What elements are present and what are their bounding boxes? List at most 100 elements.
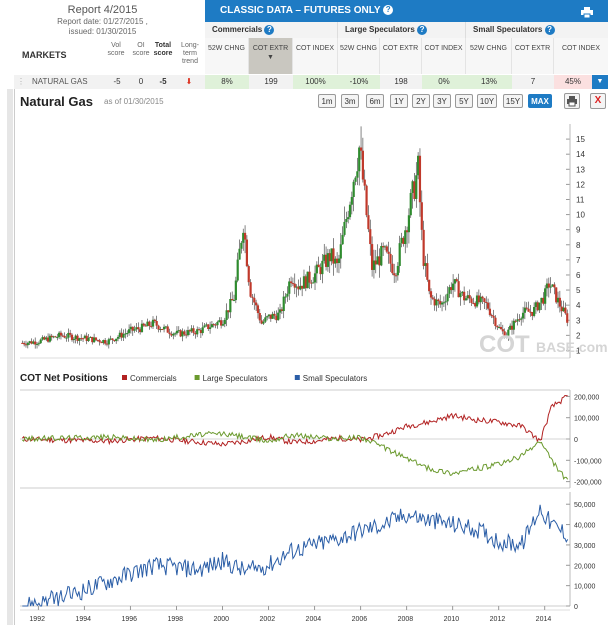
candle-body xyxy=(81,338,85,340)
cot-tick-label: 0 xyxy=(574,604,578,611)
cell-value: 7 xyxy=(530,77,536,86)
candle-body xyxy=(85,335,88,342)
range-max-button[interactable]: MAX xyxy=(528,94,552,108)
candle-body xyxy=(32,341,35,344)
candle-body xyxy=(536,302,539,311)
range-2y-button[interactable]: 2Y xyxy=(412,94,430,108)
price-tick-label: 14 xyxy=(576,150,585,159)
x-tick-label: 2004 xyxy=(306,616,322,623)
candle-body xyxy=(369,229,372,245)
candle-body xyxy=(203,325,206,328)
candle-body xyxy=(466,295,469,299)
candle-body xyxy=(558,297,561,307)
close-chart-icon[interactable]: X xyxy=(590,93,606,109)
candle-body xyxy=(83,335,86,339)
row-handle-icon[interactable]: ⋮ xyxy=(17,77,25,86)
candle-body xyxy=(280,309,283,312)
candle-body xyxy=(444,301,447,303)
candle-body xyxy=(289,281,293,284)
candle-body xyxy=(376,256,379,265)
col-cot-index[interactable]: COT INDEX xyxy=(554,38,608,74)
price-tick-label: 11 xyxy=(576,195,585,204)
candle-body xyxy=(428,279,431,292)
candle-body xyxy=(523,307,526,313)
candle-body xyxy=(553,284,556,288)
candle-body xyxy=(216,321,219,326)
col-cot-index[interactable]: COT INDEX xyxy=(293,38,338,74)
candle-body xyxy=(492,315,495,318)
range-15y-button[interactable]: 15Y xyxy=(503,94,523,108)
col-52w-chng[interactable]: 52W CHNG xyxy=(466,38,512,74)
range-5y-button[interactable]: 5Y xyxy=(455,94,473,108)
candle-body xyxy=(116,336,120,339)
legend-swatch xyxy=(194,375,200,380)
candle-body xyxy=(415,175,418,199)
candle-body xyxy=(175,330,179,334)
x-tick-label: 2012 xyxy=(490,616,506,623)
col-cot-index[interactable]: COT INDEX xyxy=(422,38,466,74)
candle-body xyxy=(208,327,212,329)
col-cot-extr[interactable]: COT EXTR xyxy=(380,38,422,74)
print-icon[interactable] xyxy=(581,5,593,19)
candle-body xyxy=(293,283,296,288)
range-6m-button[interactable]: 6m xyxy=(366,94,384,108)
trend-down-arrow-icon: ⬇ xyxy=(185,77,193,86)
print-chart-icon[interactable] xyxy=(564,93,580,109)
col-cot-extr[interactable]: COT EXTR xyxy=(512,38,554,74)
candle-body xyxy=(555,287,558,303)
candle-body xyxy=(157,325,160,330)
candle-body xyxy=(183,331,186,335)
price-tick-label: 6 xyxy=(576,271,581,280)
price-tick-label: 1 xyxy=(576,346,581,355)
cot-tick-label: 10,000 xyxy=(574,584,596,591)
candle-body xyxy=(153,319,156,322)
report-title: Report 4/2015 xyxy=(67,4,138,16)
help-icon[interactable]: ? xyxy=(544,24,555,35)
expand-down-icon[interactable]: ▼ xyxy=(592,75,608,89)
candle-body xyxy=(450,287,453,291)
candle-body xyxy=(28,341,31,343)
candle-body xyxy=(529,311,532,313)
candle-body xyxy=(426,263,429,280)
price-tick-label: 10 xyxy=(576,211,585,220)
candle-body xyxy=(135,327,138,330)
help-icon[interactable]: ? xyxy=(383,5,394,16)
candle-body xyxy=(41,337,44,340)
group-commercials: Commercials ? xyxy=(205,22,338,38)
sort-down-icon: ▼ xyxy=(267,54,274,61)
cot-tick-label: -100,000 xyxy=(574,458,602,465)
range-1y-button[interactable]: 1Y xyxy=(390,94,408,108)
range-3y-button[interactable]: 3Y xyxy=(433,94,451,108)
candle-body xyxy=(510,325,514,330)
candle-body xyxy=(199,330,202,334)
table-row[interactable]: ⋮ NATURAL GAS -5 0 -5 ⬇ 8% 199 100% -10%… xyxy=(14,75,608,89)
range-10y-button[interactable]: 10Y xyxy=(477,94,497,108)
col-52w-chng[interactable]: 52W CHNG xyxy=(338,38,380,74)
col-52w-chng[interactable]: 52W CHNG xyxy=(205,38,249,74)
range-3m-button[interactable]: 3m xyxy=(341,94,359,108)
help-icon[interactable]: ? xyxy=(264,24,275,35)
candle-body xyxy=(264,317,267,322)
market-name[interactable]: NATURAL GAS xyxy=(32,77,88,86)
total-score: -5 xyxy=(159,77,167,86)
x-tick-label: 1996 xyxy=(121,616,137,623)
legend-label: Commercials xyxy=(130,374,177,383)
candle-body xyxy=(50,335,53,338)
candle-body xyxy=(266,316,269,318)
candle-body xyxy=(382,246,385,248)
candle-body xyxy=(448,287,451,294)
cell-value: 198 xyxy=(394,77,408,86)
candle-body xyxy=(100,342,103,344)
candle-body xyxy=(76,335,79,341)
candle-body xyxy=(111,338,114,341)
candle-body xyxy=(332,248,335,264)
legend-swatch xyxy=(294,375,300,380)
help-icon[interactable]: ? xyxy=(417,24,428,35)
candle-body xyxy=(370,244,374,270)
candle-body xyxy=(358,147,361,172)
range-1m-button[interactable]: 1m xyxy=(318,94,336,108)
candle-body xyxy=(223,319,226,325)
candle-body xyxy=(161,329,164,331)
candle-body xyxy=(470,298,473,303)
col-cot-extr-selected[interactable]: COT EXTR ▼ xyxy=(249,38,293,74)
